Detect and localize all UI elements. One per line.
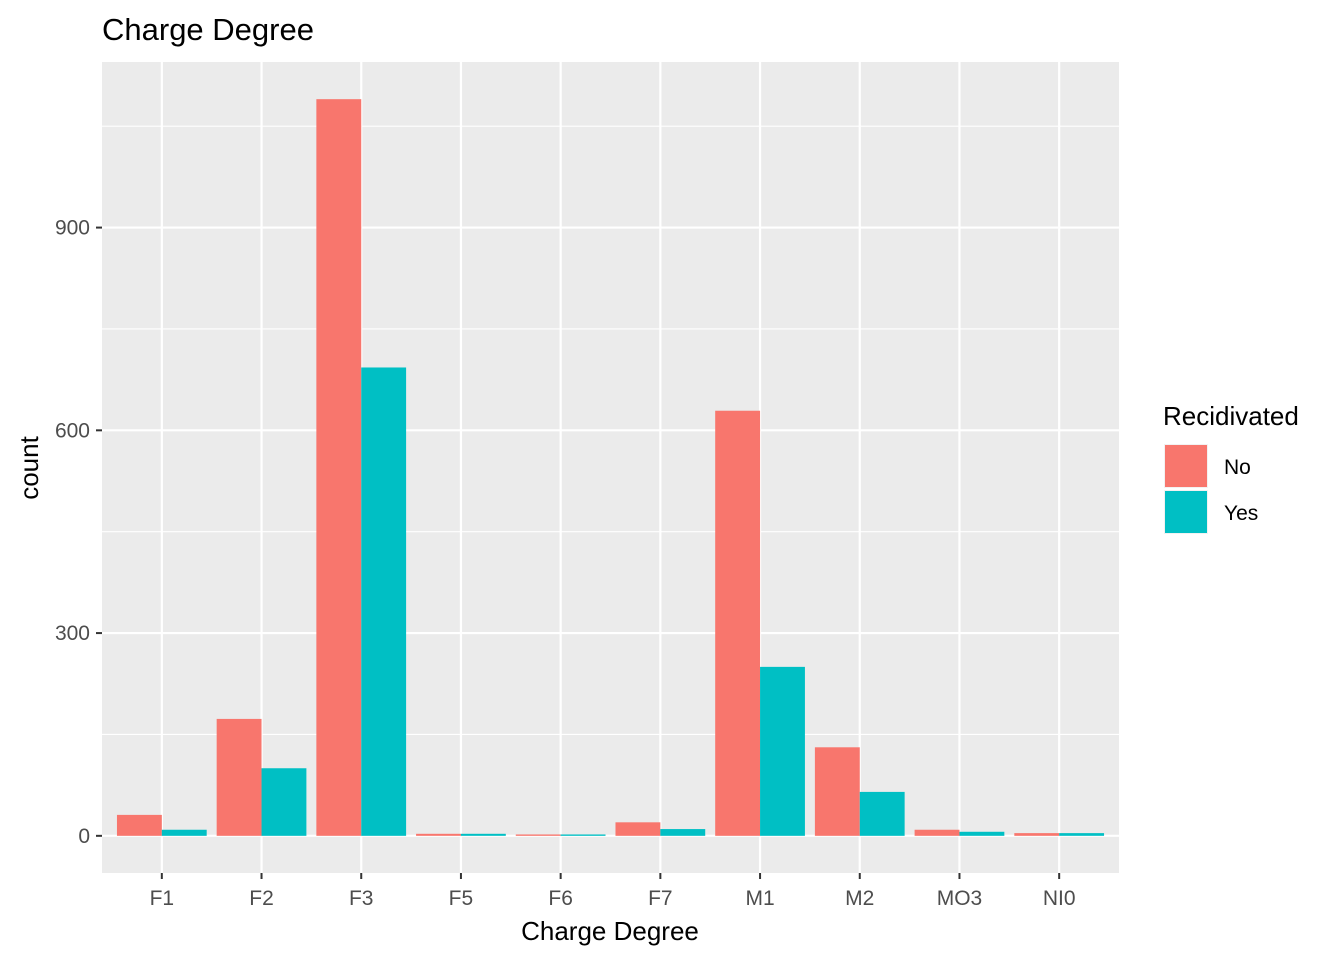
bar-f7-yes: [660, 829, 706, 836]
x-tick-label: F6: [548, 887, 573, 910]
bar-m2-yes: [859, 791, 905, 836]
bar-ni0-no: [1014, 833, 1060, 836]
legend-label-yes: Yes: [1224, 502, 1258, 525]
bar-f2-yes: [261, 768, 307, 836]
bar-f2-no: [216, 718, 262, 836]
bar-f1-no: [116, 814, 162, 836]
bars: [116, 99, 1105, 836]
bar-f1-yes: [161, 829, 207, 836]
x-tick-label: NI0: [1043, 887, 1076, 910]
bar-f5-no: [416, 833, 461, 836]
legend-swatch-no: [1165, 445, 1207, 487]
bar-ni0-yes: [1059, 833, 1105, 836]
chart-title: Charge Degree: [102, 12, 314, 47]
bar-f6-yes: [560, 834, 606, 836]
y-tick-label: 0: [78, 825, 90, 848]
legend: Recidivated No Yes: [1163, 401, 1299, 534]
x-tick-label: F7: [648, 887, 673, 910]
legend-swatch-yes: [1165, 491, 1207, 533]
x-tick-label: MO3: [937, 887, 983, 910]
legend-title: Recidivated: [1163, 401, 1299, 431]
x-tick-label: M1: [745, 887, 774, 910]
bar-f3-no: [316, 99, 362, 836]
x-tick-label: F2: [249, 887, 274, 910]
bar-m1-no: [715, 410, 761, 836]
bar-m1-yes: [760, 666, 805, 836]
bar-mo3-yes: [959, 831, 1005, 836]
minor-gridlines: [102, 125, 1119, 736]
y-tick-label: 600: [55, 419, 90, 442]
bar-f6-no: [515, 834, 561, 836]
x-tick-label: F3: [349, 887, 374, 910]
x-axis-title: Charge Degree: [521, 916, 699, 946]
bar-mo3-no: [914, 829, 960, 836]
y-axis: 0 300 600 900: [55, 217, 102, 848]
bar-m2-no: [814, 747, 860, 836]
x-tick-label: M2: [845, 887, 874, 910]
y-tick-label: 300: [55, 622, 90, 645]
x-tick-label: F5: [449, 887, 474, 910]
bar-f3-yes: [361, 367, 407, 836]
x-axis: F1 F2 F3 F5 F6 F7 M1 M2 MO3 NI0: [150, 873, 1076, 910]
bar-f5-yes: [460, 833, 506, 836]
y-axis-title: count: [14, 435, 44, 499]
x-tick-label: F1: [150, 887, 175, 910]
y-tick-label: 900: [55, 217, 90, 240]
plot-panel: [102, 62, 1119, 873]
bar-f7-no: [615, 822, 661, 836]
legend-label-no: No: [1224, 456, 1251, 479]
